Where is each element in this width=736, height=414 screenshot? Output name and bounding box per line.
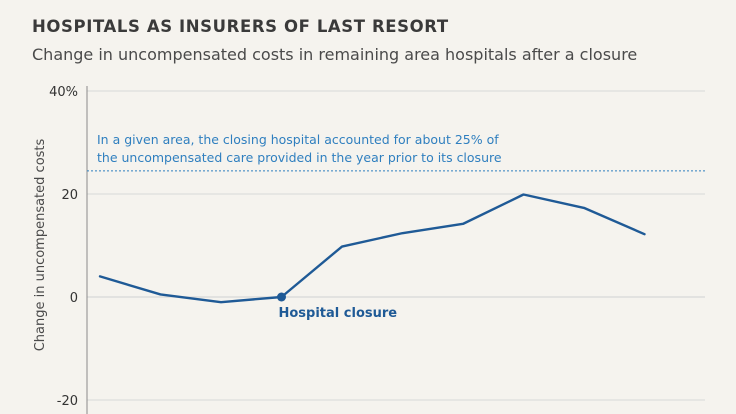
y-tick-label: 20 <box>61 188 78 203</box>
hospital-closure-label: Hospital closure <box>279 306 398 321</box>
series-layer <box>98 193 646 304</box>
y-axis-label: Change in uncompensated costs <box>33 138 48 351</box>
y-tick-label: 0 <box>70 291 78 306</box>
chart-subtitle: Change in uncompensated costs in remaini… <box>32 45 638 64</box>
chart-title: HOSPITALS AS INSURERS OF LAST RESORT <box>32 17 449 36</box>
y-axis: 40% 20 0 -20 <box>49 85 88 414</box>
reference-annotation-text: In a given area, the closing hospital ac… <box>97 132 499 147</box>
reference-annotation-text: the uncompensated care provided in the y… <box>97 150 502 165</box>
hospital-closure-point <box>277 292 286 302</box>
series-line <box>98 193 646 304</box>
y-tick-label: -20 <box>57 394 78 409</box>
y-tick-label: 40% <box>49 85 78 100</box>
event-marker: Hospital closure <box>277 292 398 321</box>
reference-annotation: In a given area, the closing hospital ac… <box>87 132 705 172</box>
